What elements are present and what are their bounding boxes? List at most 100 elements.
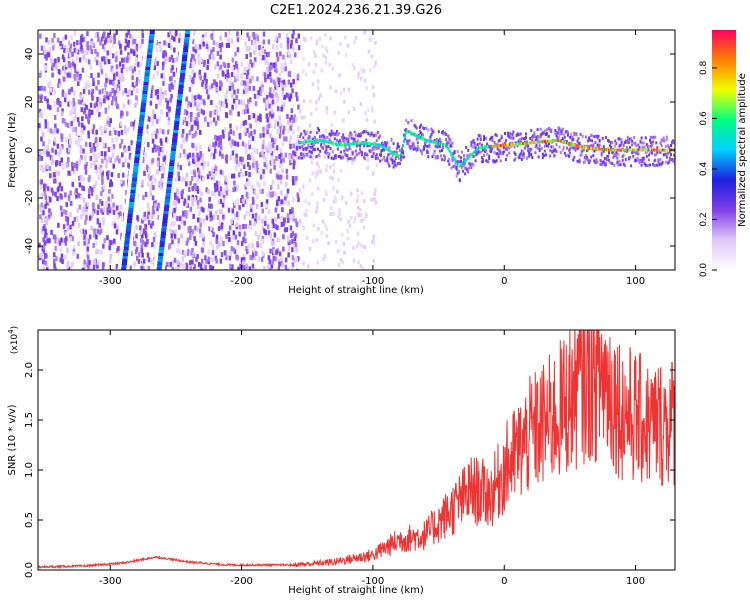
ridge-halo [558, 132, 561, 135]
noise-cell [218, 100, 221, 106]
noise-cell [220, 82, 223, 87]
ridge-core [548, 139, 551, 143]
ridge-halo [619, 163, 622, 167]
ridge-core [328, 140, 331, 144]
noise-cell [86, 31, 89, 37]
noise-cell [315, 161, 319, 166]
ridge-halo [305, 153, 308, 156]
noise-cell [157, 146, 160, 151]
noise-cell [314, 53, 317, 58]
ridge-halo [672, 159, 675, 163]
ridge-halo [597, 134, 600, 138]
noise-cell [265, 203, 268, 209]
noise-cell [84, 57, 88, 63]
noise-cell [192, 54, 195, 60]
noise-cell [240, 62, 244, 68]
noise-cell [255, 251, 258, 256]
noise-cell [193, 72, 196, 78]
noise-cell [67, 147, 71, 153]
noise-cell [292, 129, 295, 135]
noise-cell [51, 147, 54, 153]
ridge-halo [629, 137, 631, 141]
ridge-halo [650, 144, 652, 148]
ridge-core [612, 148, 615, 152]
noise-cell [150, 223, 153, 229]
noise-cell [172, 71, 176, 77]
ridge-halo [306, 153, 309, 157]
noise-cell [294, 52, 297, 58]
noise-cell [263, 181, 266, 187]
noise-cell [219, 169, 223, 175]
noise-cell [261, 188, 264, 194]
ridge-halo [637, 152, 640, 156]
ridge-halo [660, 144, 663, 148]
ridge-halo [541, 131, 544, 135]
noise-cell [307, 62, 311, 67]
noise-cell [77, 81, 80, 86]
noise-cell [204, 32, 207, 37]
noise-cell [267, 145, 270, 151]
ridge-halo [458, 160, 461, 164]
noise-cell [127, 162, 130, 168]
noise-cell [131, 75, 134, 81]
noise-cell [211, 191, 214, 197]
ridge-halo [667, 146, 670, 150]
noise-cell [159, 185, 163, 191]
noise-cell [213, 79, 216, 85]
ridge-halo [332, 157, 335, 161]
noise-cell [147, 181, 150, 187]
noise-cell [67, 266, 71, 270]
noise-cell [202, 241, 205, 247]
noise-cell [247, 98, 250, 104]
ridge-core [522, 142, 525, 145]
noise-cell [197, 261, 201, 267]
snr-frame [37, 329, 676, 571]
noise-cell [288, 96, 291, 102]
noise-cell [301, 69, 305, 73]
noise-cell [269, 71, 272, 77]
ridge-core [411, 132, 414, 136]
noise-cell [334, 240, 338, 244]
ridge-halo [334, 154, 337, 158]
noise-cell [111, 53, 115, 59]
ridge-halo [519, 132, 522, 136]
noise-cell [191, 197, 194, 202]
noise-cell [264, 102, 268, 108]
noise-cell [230, 72, 234, 77]
noise-cell [83, 264, 86, 270]
noise-cell [207, 256, 211, 262]
noise-cell [54, 64, 58, 70]
ridge-halo [476, 143, 479, 147]
noise-cell [252, 147, 255, 153]
noise-cell [63, 69, 67, 75]
noise-cell [339, 217, 342, 222]
noise-cell [240, 241, 244, 247]
noise-cell [131, 35, 134, 40]
noise-cell [151, 85, 154, 91]
ridge-halo [640, 163, 643, 167]
ridge-halo [654, 158, 657, 162]
ridge-halo [444, 131, 447, 135]
noise-cell [288, 140, 292, 146]
noise-cell [127, 30, 130, 36]
noise-cell [141, 180, 144, 185]
noise-cell [122, 76, 125, 82]
ridge-halo [416, 145, 419, 149]
noise-cell [144, 230, 147, 236]
track-point [162, 222, 168, 226]
ridge-halo [473, 154, 476, 158]
noise-cell [214, 134, 217, 140]
track-point [175, 108, 181, 112]
noise-cell [295, 222, 299, 227]
noise-cell [347, 219, 350, 224]
ridge-halo [342, 156, 345, 160]
noise-cell [273, 249, 276, 255]
track-point [125, 228, 131, 232]
noise-cell [223, 188, 226, 194]
noise-cell [193, 263, 197, 269]
ridge-halo [654, 153, 657, 157]
ridge-halo [345, 148, 348, 152]
noise-cell [293, 114, 297, 120]
noise-cell [74, 126, 77, 132]
noise-cell [259, 152, 262, 158]
